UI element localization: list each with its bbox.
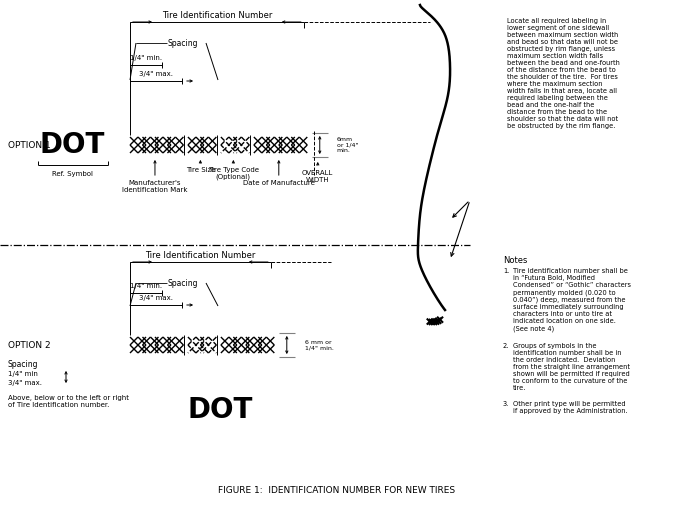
Text: OVERALL
WIDTH: OVERALL WIDTH	[302, 170, 333, 183]
Text: Notes: Notes	[503, 256, 528, 265]
Text: Spacing: Spacing	[8, 360, 38, 369]
Text: Groups of symbols in the
identification number shall be in
the order indicated. : Groups of symbols in the identification …	[513, 343, 630, 391]
Text: DOT: DOT	[187, 396, 252, 424]
Text: Ref. Symbol: Ref. Symbol	[52, 171, 94, 177]
Text: Spacing: Spacing	[168, 278, 199, 287]
Text: 1/4" min.: 1/4" min.	[130, 283, 162, 289]
Text: Tire Identification Number: Tire Identification Number	[145, 251, 256, 260]
Text: Above, below or to the left or right
of Tire Identification number.: Above, below or to the left or right of …	[8, 395, 129, 408]
Text: 3.: 3.	[503, 401, 509, 407]
Text: 3/4" max.: 3/4" max.	[139, 295, 173, 301]
Text: Tire Type Code
(Optional): Tire Type Code (Optional)	[208, 167, 259, 180]
Text: Manufacturer's
Identification Mark: Manufacturer's Identification Mark	[122, 180, 188, 193]
Text: 6 mm or
1/4" min.: 6 mm or 1/4" min.	[305, 340, 334, 350]
Text: Other print type will be permitted
if approved by the Administration.: Other print type will be permitted if ap…	[513, 401, 628, 414]
Text: OPTION 2: OPTION 2	[8, 341, 50, 349]
Text: Locate all required labeling in
lower segment of one sidewall
between maximum se: Locate all required labeling in lower se…	[507, 18, 620, 129]
Text: OPTION 1: OPTION 1	[8, 140, 50, 150]
Text: 1/4" min: 1/4" min	[8, 371, 38, 377]
Text: Tire identification number shall be
in “Futura Bold, Modified
Condensed” or “Got: Tire identification number shall be in “…	[513, 268, 631, 332]
Text: 1/4" min.: 1/4" min.	[130, 55, 162, 61]
Text: Tire Size: Tire Size	[186, 167, 215, 173]
Text: DOT: DOT	[39, 131, 105, 159]
Text: Tire Identification Number: Tire Identification Number	[162, 11, 272, 20]
Text: 2.: 2.	[503, 343, 509, 349]
Text: 1.: 1.	[503, 268, 509, 274]
Text: 3/4" max.: 3/4" max.	[8, 380, 42, 386]
Text: Spacing: Spacing	[168, 39, 199, 48]
Text: 3/4" max.: 3/4" max.	[139, 71, 173, 77]
Text: FIGURE 1:  IDENTIFICATION NUMBER FOR NEW TIRES: FIGURE 1: IDENTIFICATION NUMBER FOR NEW …	[218, 486, 455, 495]
Text: Date of Manufacture: Date of Manufacture	[243, 180, 315, 186]
Text: 6mm
or 1/4"
min.: 6mm or 1/4" min.	[336, 137, 358, 153]
